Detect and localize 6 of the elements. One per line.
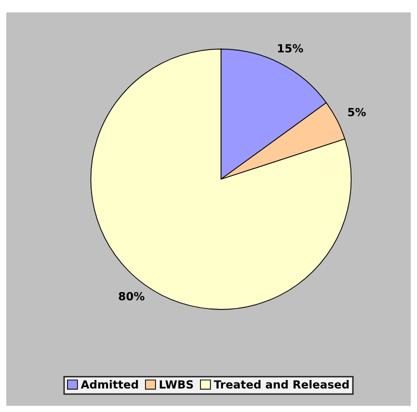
legend-label: Admitted xyxy=(80,380,138,389)
legend-label: LWBS xyxy=(160,380,193,389)
data-label: 15% xyxy=(278,44,304,53)
data-label: 5% xyxy=(348,108,366,116)
data-label: 80% xyxy=(118,292,144,300)
legend-label: Treated and Released xyxy=(214,380,349,389)
